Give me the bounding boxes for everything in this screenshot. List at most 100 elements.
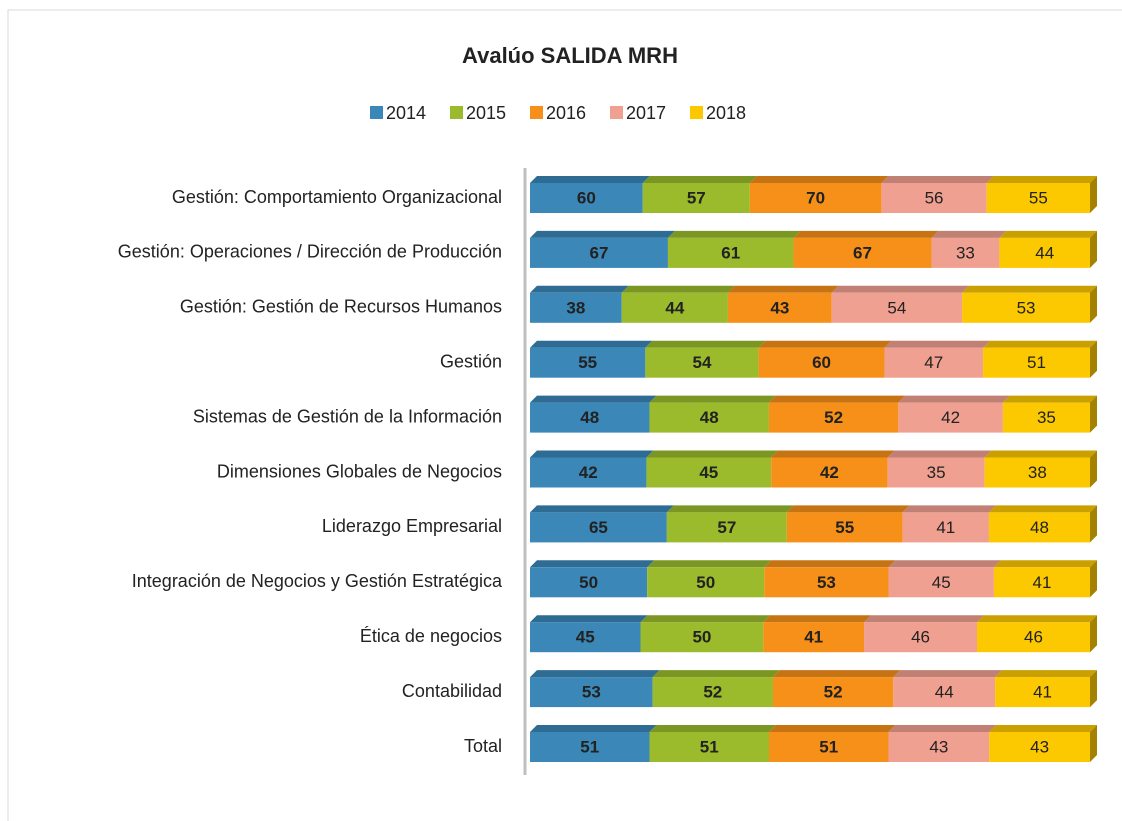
bar — [977, 622, 1090, 653]
bar — [884, 347, 984, 378]
bar — [530, 292, 622, 323]
legend-label: 2015 — [466, 103, 506, 123]
bar — [898, 402, 1003, 433]
bar-top — [977, 615, 1097, 623]
bar-top — [993, 560, 1097, 568]
bar-top — [530, 340, 653, 348]
bar-top — [530, 560, 655, 568]
chart-border — [7, 9, 1122, 821]
bar-top — [530, 670, 660, 678]
data-label: 38 — [566, 298, 585, 317]
data-label: 48 — [700, 408, 719, 427]
data-label: 45 — [932, 573, 951, 592]
bar — [530, 183, 643, 213]
bar — [667, 237, 794, 268]
bar-top — [902, 505, 996, 513]
bar — [758, 347, 885, 378]
bar — [993, 567, 1090, 598]
y-tick-label: Gestión: Operaciones / Dirección de Prod… — [118, 242, 502, 262]
bar-side — [1090, 725, 1097, 762]
bar-side — [1090, 560, 1097, 598]
bar-top — [666, 505, 794, 513]
bar — [771, 457, 888, 488]
bar — [1002, 402, 1090, 433]
y-tick-label: Sistemas de Gestión de la Información — [193, 406, 502, 426]
legend-swatch — [450, 106, 463, 119]
legend-swatch — [610, 106, 623, 119]
bar-top — [727, 285, 839, 293]
bar — [888, 732, 990, 762]
bar-top — [647, 560, 772, 568]
bar — [530, 347, 646, 378]
data-label: 44 — [1035, 243, 1054, 262]
y-tick-label: Liderazgo Empresarial — [322, 516, 502, 536]
bar-top — [864, 615, 985, 623]
data-label: 43 — [1030, 737, 1049, 756]
bar-top — [898, 395, 1010, 403]
data-label: 46 — [1024, 628, 1043, 647]
bar — [530, 402, 650, 433]
bar — [786, 512, 903, 543]
bar-top — [768, 725, 896, 732]
bar-top — [881, 176, 994, 183]
data-label: 41 — [1033, 573, 1052, 592]
data-label: 47 — [924, 353, 943, 372]
data-label: 43 — [929, 737, 948, 756]
bar-top — [884, 340, 991, 348]
data-label: 57 — [717, 518, 736, 537]
data-label: 44 — [665, 298, 684, 317]
bar — [640, 622, 764, 653]
data-label: 42 — [941, 408, 960, 427]
bar — [984, 457, 1090, 488]
bar-top — [768, 395, 906, 403]
data-label: 35 — [927, 463, 946, 482]
bar — [649, 732, 769, 762]
bar — [530, 457, 647, 488]
bar-top — [793, 230, 939, 238]
data-label: 54 — [887, 298, 906, 317]
bar — [727, 292, 832, 323]
bar-top — [758, 340, 892, 348]
bar-top — [764, 560, 896, 568]
bar-top — [888, 560, 1001, 568]
bar-top — [772, 670, 901, 678]
data-label: 45 — [699, 463, 718, 482]
data-label: 38 — [1028, 463, 1047, 482]
bar — [749, 183, 882, 213]
legend-label: 2014 — [386, 103, 426, 123]
bar — [621, 292, 728, 323]
bar — [666, 512, 787, 543]
bar — [642, 183, 750, 213]
bar — [887, 457, 985, 488]
bar-top — [893, 670, 1003, 678]
legend-swatch — [530, 106, 543, 119]
data-label: 67 — [590, 243, 609, 262]
y-tick-label: Gestión — [440, 351, 502, 371]
bar-top — [931, 230, 1007, 238]
bar-top — [989, 725, 1097, 732]
y-tick-label: Contabilidad — [402, 681, 502, 701]
bar-side — [1090, 615, 1097, 653]
data-label: 41 — [1033, 683, 1052, 702]
bar-top — [771, 450, 895, 458]
bar-top — [530, 176, 650, 183]
bar — [931, 237, 1000, 268]
data-label: 50 — [692, 628, 711, 647]
bar — [983, 347, 1090, 378]
data-label: 50 — [696, 573, 715, 592]
bar-side — [1090, 395, 1097, 433]
bar-top — [530, 505, 674, 513]
y-tick-label: Gestión: Comportamiento Organizacional — [172, 187, 502, 207]
data-label: 51 — [1027, 353, 1046, 372]
data-label: 42 — [820, 463, 839, 482]
bar — [768, 732, 889, 762]
data-label: 41 — [936, 518, 955, 537]
y-tick-label: Total — [464, 736, 502, 756]
data-label: 54 — [693, 353, 712, 372]
data-label: 46 — [911, 628, 930, 647]
bar — [530, 512, 667, 543]
bar — [881, 183, 987, 213]
bar — [530, 677, 653, 708]
legend-swatch — [370, 106, 383, 119]
